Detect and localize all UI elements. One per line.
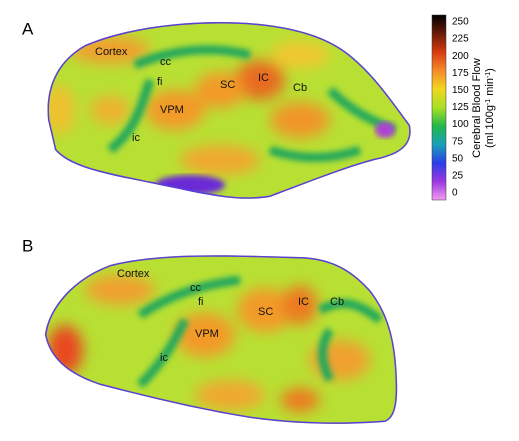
annotations: A Cortex cc fi SC IC Cb VPM ic B Cortex cc fi SC IC Cb V…: [22, 17, 496, 364]
region-label: Cortex: [117, 268, 150, 280]
colorbar-title: Cerebral Blood Flow (ml 100g-1 min-1): [471, 58, 496, 158]
colorbar-tick-label: 225: [452, 34, 469, 45]
region-label: SC: [220, 79, 235, 91]
colorbar-tick-label: 75: [452, 136, 464, 147]
region-label: VPM: [160, 104, 184, 116]
region-label: ic: [160, 352, 168, 364]
colorbar: [431, 14, 447, 201]
region-label: ic: [132, 132, 140, 144]
region-label: SC: [258, 306, 273, 318]
region-label: cc: [160, 56, 172, 68]
colorbar-title-text: Cerebral Blood Flow: [471, 58, 483, 158]
colorbar-tick-label: 150: [452, 85, 469, 96]
region-label: Cortex: [95, 46, 128, 58]
region-label: fi: [198, 296, 204, 308]
unit-part: -1: [485, 99, 492, 105]
panel-letter: A: [22, 19, 34, 38]
region-label: Cb: [293, 82, 307, 94]
region-label: IC: [258, 72, 269, 84]
colorbar-tick-label: 100: [452, 119, 469, 130]
region-label: IC: [298, 296, 309, 308]
brain-image-a: [47, 22, 411, 199]
unit-part: (ml 100g: [484, 105, 496, 148]
colorbar-tick-label: 200: [452, 51, 469, 62]
colorbar-tick-label: 25: [452, 171, 464, 182]
region-label: fi: [157, 76, 163, 88]
colorbar-tick-label: 250: [452, 17, 469, 28]
brain-image-b: [45, 255, 398, 424]
colorbar-tick-label: 175: [452, 68, 469, 79]
region-label: cc: [190, 282, 202, 294]
panel-letter: B: [22, 236, 33, 255]
unit-part: min: [484, 78, 496, 99]
region-label: Cb: [330, 296, 344, 308]
region-label: VPM: [195, 328, 219, 340]
unit-part: ): [484, 68, 496, 72]
colorbar-tick-label: 0: [452, 188, 458, 199]
colorbar-tick-label: 125: [452, 102, 469, 113]
unit-part: -1: [485, 72, 492, 78]
colorbar-unit: (ml 100g-1 min-1): [484, 68, 496, 148]
colorbar-tick-label: 50: [452, 153, 464, 164]
